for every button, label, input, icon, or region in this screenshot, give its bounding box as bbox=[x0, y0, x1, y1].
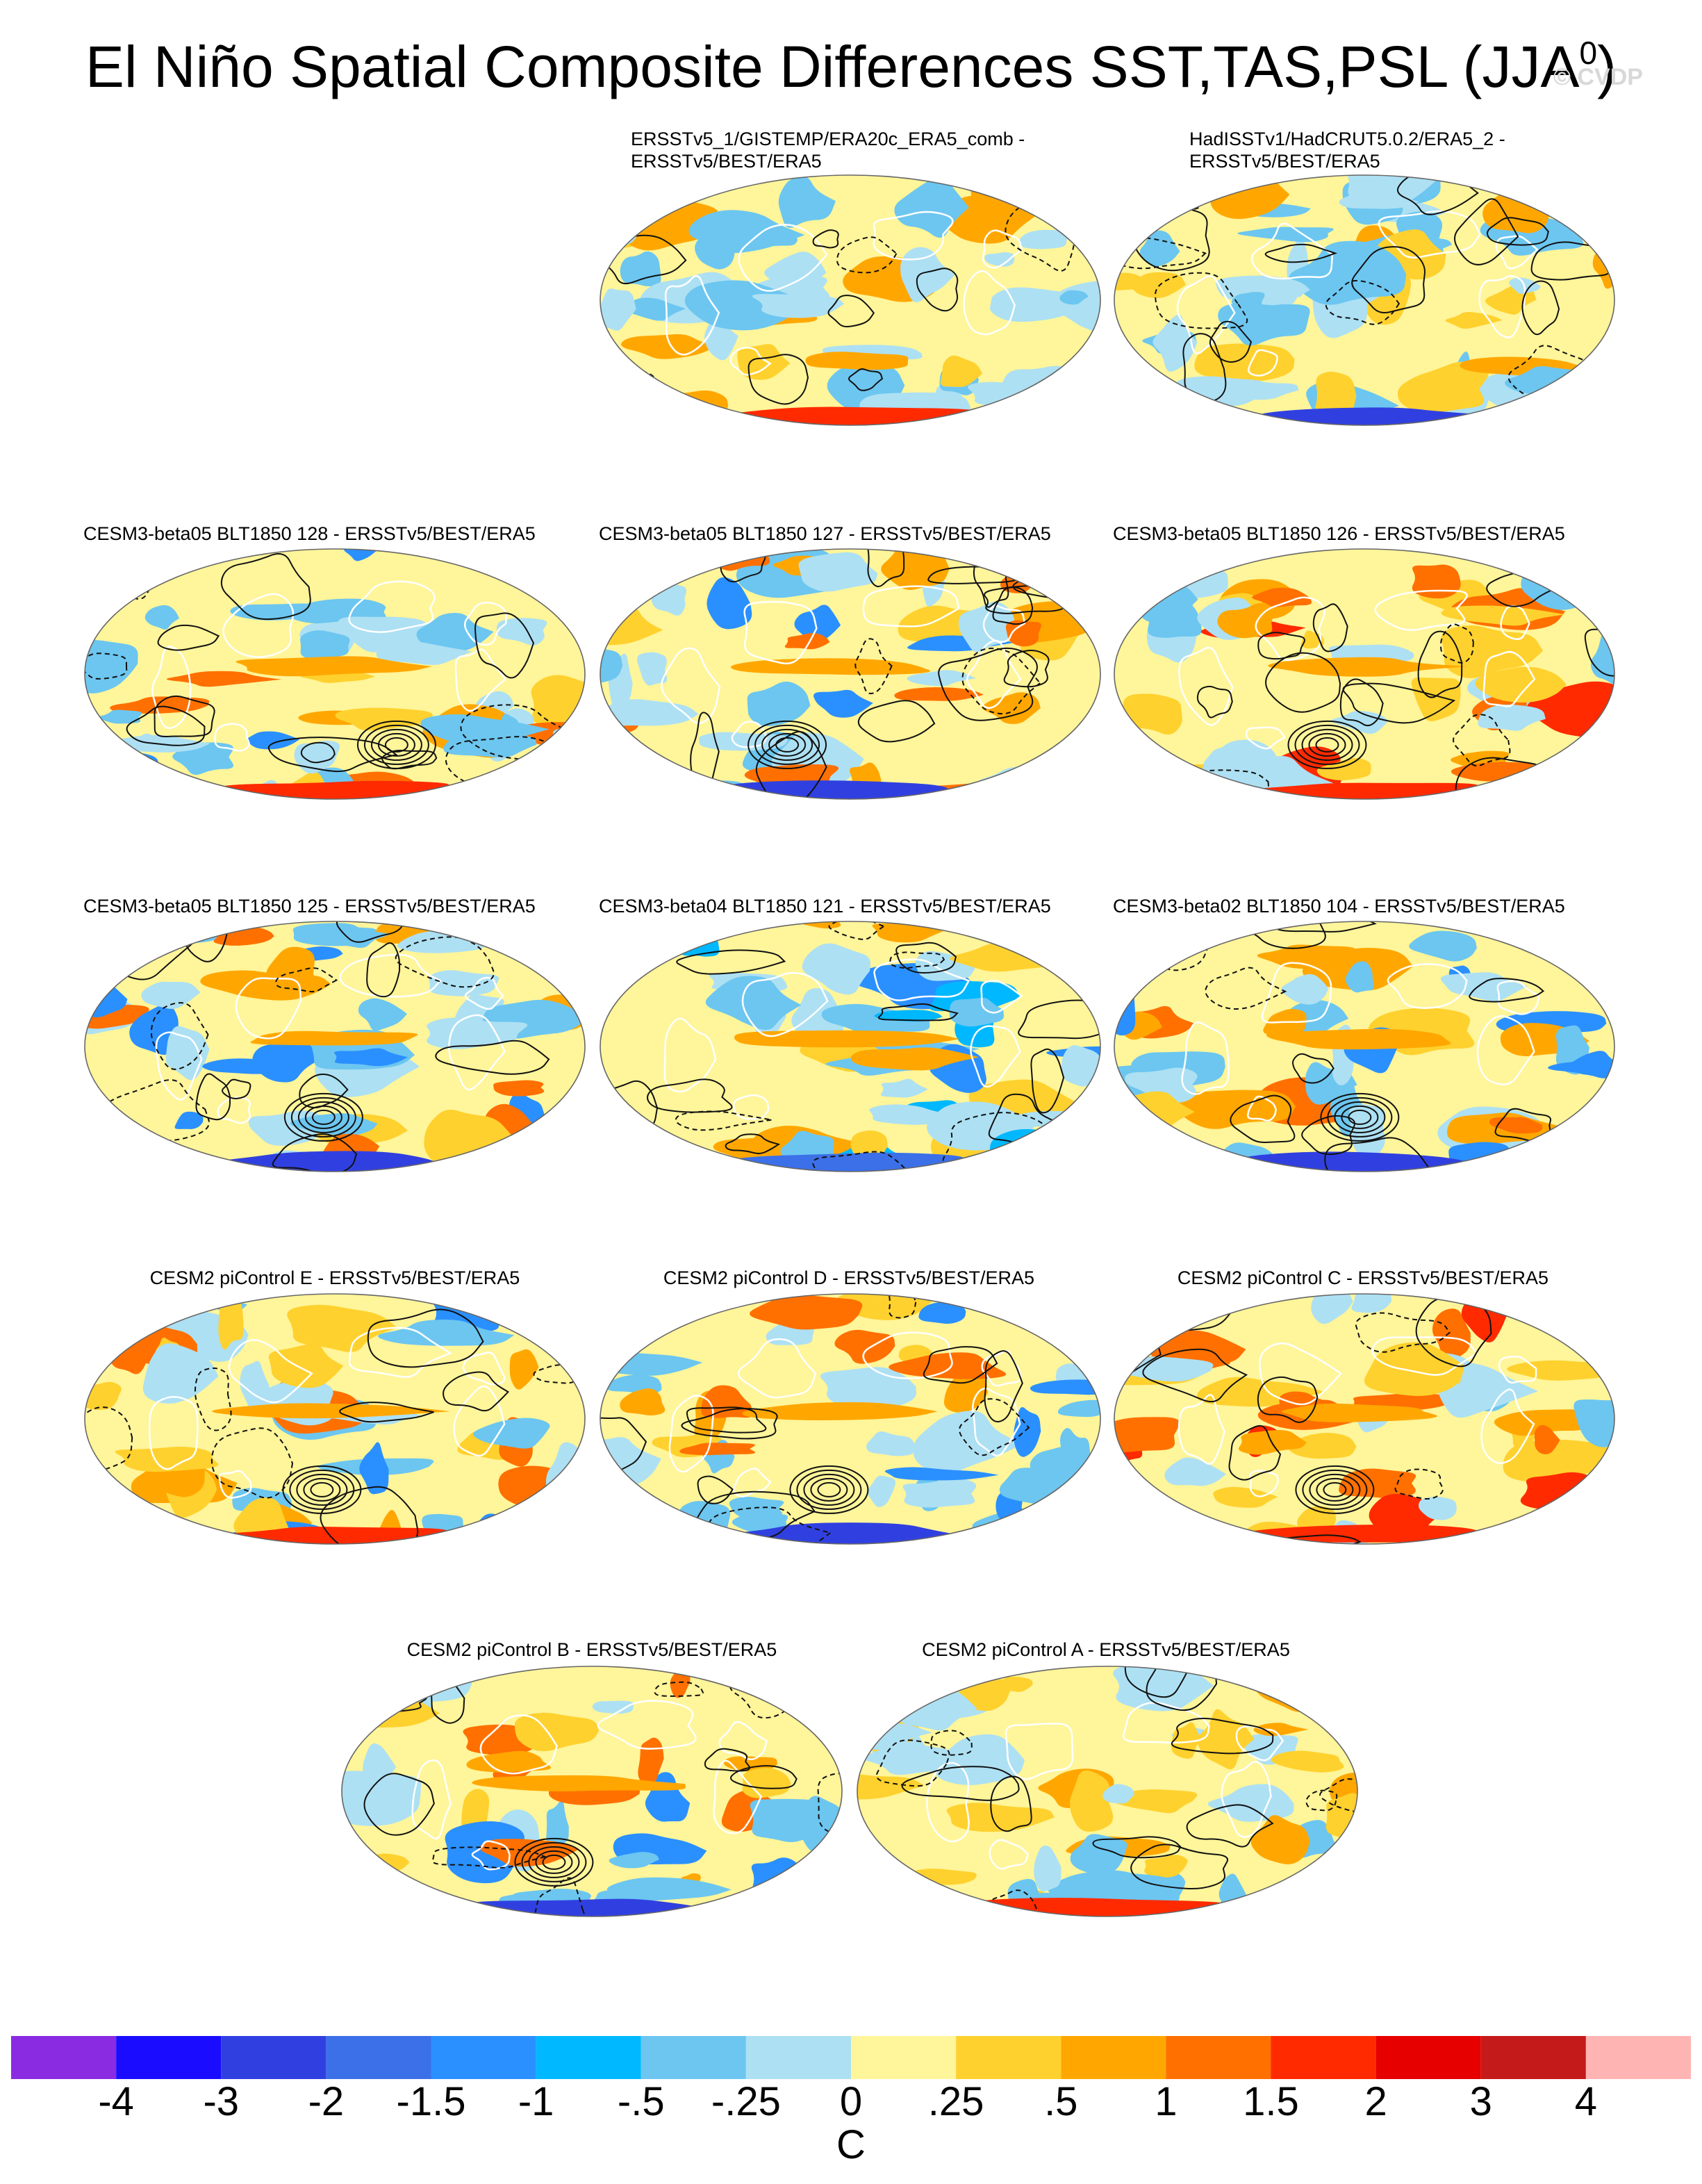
colorbar bbox=[11, 2036, 1691, 2079]
panel-title-p7: CESM3-beta04 BLT1850 121 - ERSSTv5/BEST/… bbox=[599, 895, 1051, 917]
panel-title-line: CESM3-beta05 BLT1850 125 - ERSSTv5/BEST/… bbox=[83, 896, 536, 917]
colorbar-tick-label: 2 bbox=[1364, 2079, 1387, 2124]
colorbar-tick-label: 4 bbox=[1574, 2079, 1598, 2124]
colorbar-units: C bbox=[836, 2122, 866, 2167]
map-panel-p2 bbox=[1114, 174, 1615, 426]
panel-title-line: CESM3-beta02 BLT1850 104 - ERSSTv5/BEST/… bbox=[1113, 896, 1565, 917]
panel-title-p4: CESM3-beta05 BLT1850 127 - ERSSTv5/BEST/… bbox=[599, 523, 1051, 545]
colorbar-bin-4 bbox=[431, 2036, 536, 2079]
colorbar-tick-label: 0 bbox=[839, 2079, 863, 2124]
panel-title-line: HadISSTv1/HadCRUT5.0.2/ERA5_2 - bbox=[1189, 129, 1505, 149]
map-panel-p9 bbox=[84, 1293, 586, 1545]
cvdp-credit: © CVDP bbox=[1553, 64, 1643, 90]
panel-title-line: CESM2 piControl A - ERSSTv5/BEST/ERA5 bbox=[922, 1639, 1290, 1660]
panel-title-p1: ERSSTv5_1/GISTEMP/ERA20c_ERA5_comb - ERSS… bbox=[631, 128, 1025, 172]
map-panel-p11 bbox=[1114, 1293, 1615, 1545]
colorbar-bin-2 bbox=[221, 2036, 327, 2079]
panel-title-line: CESM2 piControl D - ERSSTv5/BEST/ERA5 bbox=[663, 1267, 1035, 1288]
colorbar-bin-5 bbox=[536, 2036, 641, 2079]
colorbar-bin-11 bbox=[1166, 2036, 1271, 2079]
colorbar-bin-7 bbox=[745, 2036, 852, 2079]
panel-title-line: CESM3-beta05 BLT1850 126 - ERSSTv5/BEST/… bbox=[1113, 523, 1565, 544]
panel-title-p3: CESM3-beta05 BLT1850 128 - ERSSTv5/BEST/… bbox=[83, 523, 536, 545]
panel-title-line: CESM3-beta05 BLT1850 128 - ERSSTv5/BEST/… bbox=[83, 523, 536, 544]
panel-title-line: CESM2 piControl E - ERSSTv5/BEST/ERA5 bbox=[149, 1267, 520, 1288]
panel-title-p9: CESM2 piControl E - ERSSTv5/BEST/ERA5 bbox=[43, 1267, 627, 1289]
panel-title-line: CESM3-beta04 BLT1850 121 - ERSSTv5/BEST/… bbox=[599, 896, 1051, 917]
panel-title-line: CESM2 piControl C - ERSSTv5/BEST/ERA5 bbox=[1177, 1267, 1549, 1288]
map-panel-p5 bbox=[1114, 548, 1615, 800]
colorbar-tick-label: -2 bbox=[308, 2079, 345, 2124]
colorbar-tick-label: -.5 bbox=[617, 2079, 665, 2124]
colorbar-bin-9 bbox=[956, 2036, 1061, 2079]
colorbar-tick-label: -4 bbox=[98, 2079, 134, 2124]
colorbar-bin-3 bbox=[326, 2036, 431, 2079]
colorbar-tick-label: .25 bbox=[927, 2079, 984, 2124]
colorbar-tick-label: 1.5 bbox=[1243, 2079, 1299, 2124]
colorbar-tick-label: 3 bbox=[1469, 2079, 1492, 2124]
colorbar-bin-1 bbox=[116, 2036, 222, 2079]
map-panel-p4 bbox=[600, 548, 1101, 800]
colorbar-bin-0 bbox=[11, 2036, 117, 2079]
panel-title-p6: CESM3-beta05 BLT1850 125 - ERSSTv5/BEST/… bbox=[83, 895, 536, 917]
panel-title-p11: CESM2 piControl C - ERSSTv5/BEST/ERA5 bbox=[1071, 1267, 1655, 1289]
panel-title-line: CESM2 piControl B - ERSSTv5/BEST/ERA5 bbox=[406, 1639, 777, 1660]
colorbar-bin-6 bbox=[641, 2036, 746, 2079]
figure-title: El Niño Spatial Composite Differences SS… bbox=[85, 34, 1617, 99]
colorbar-tick-label: 1 bbox=[1155, 2079, 1178, 2124]
colorbar-bin-10 bbox=[1061, 2036, 1166, 2079]
map-panel-p8 bbox=[1114, 921, 1615, 1172]
colorbar-tick-label: -3 bbox=[203, 2079, 240, 2124]
colorbar-tick-label: .5 bbox=[1044, 2079, 1078, 2124]
panel-title-p2: HadISSTv1/HadCRUT5.0.2/ERA5_2 - ERSSTv5/B… bbox=[1189, 128, 1505, 172]
map-panel-p12 bbox=[341, 1666, 843, 1917]
panel-title-p5: CESM3-beta05 BLT1850 126 - ERSSTv5/BEST/… bbox=[1113, 523, 1565, 545]
map-panel-p10 bbox=[600, 1293, 1101, 1545]
panel-title-line: CESM3-beta05 BLT1850 127 - ERSSTv5/BEST/… bbox=[599, 523, 1051, 544]
panel-title-p8: CESM3-beta02 BLT1850 104 - ERSSTv5/BEST/… bbox=[1113, 895, 1565, 917]
colorbar-bin-13 bbox=[1375, 2036, 1481, 2079]
panel-title-line: ERSSTv5/BEST/ERA5 bbox=[1189, 151, 1380, 172]
panel-title-line: ERSSTv5/BEST/ERA5 bbox=[631, 151, 822, 172]
panel-title-p13: CESM2 piControl A - ERSSTv5/BEST/ERA5 bbox=[814, 1639, 1398, 1661]
map-panel-p1 bbox=[600, 174, 1101, 426]
map-panel-p6 bbox=[84, 921, 586, 1172]
panel-title-line: ERSSTv5_1/GISTEMP/ERA20c_ERA5_comb - bbox=[631, 129, 1025, 149]
colorbar-bin-8 bbox=[851, 2036, 957, 2079]
colorbar-tick-label: -1.5 bbox=[396, 2079, 466, 2124]
panel-title-p10: CESM2 piControl D - ERSSTv5/BEST/ERA5 bbox=[557, 1267, 1141, 1289]
colorbar-tick-label: -.25 bbox=[711, 2079, 781, 2124]
map-panel-p13 bbox=[857, 1666, 1358, 1917]
colorbar-tick-label: -1 bbox=[518, 2079, 554, 2124]
map-panel-p7 bbox=[600, 921, 1101, 1172]
panel-title-p12: CESM2 piControl B - ERSSTv5/BEST/ERA5 bbox=[300, 1639, 884, 1661]
colorbar-bin-15 bbox=[1585, 2036, 1691, 2079]
colorbar-bin-12 bbox=[1271, 2036, 1376, 2079]
map-panel-p3 bbox=[84, 548, 586, 800]
colorbar-bin-14 bbox=[1480, 2036, 1586, 2079]
